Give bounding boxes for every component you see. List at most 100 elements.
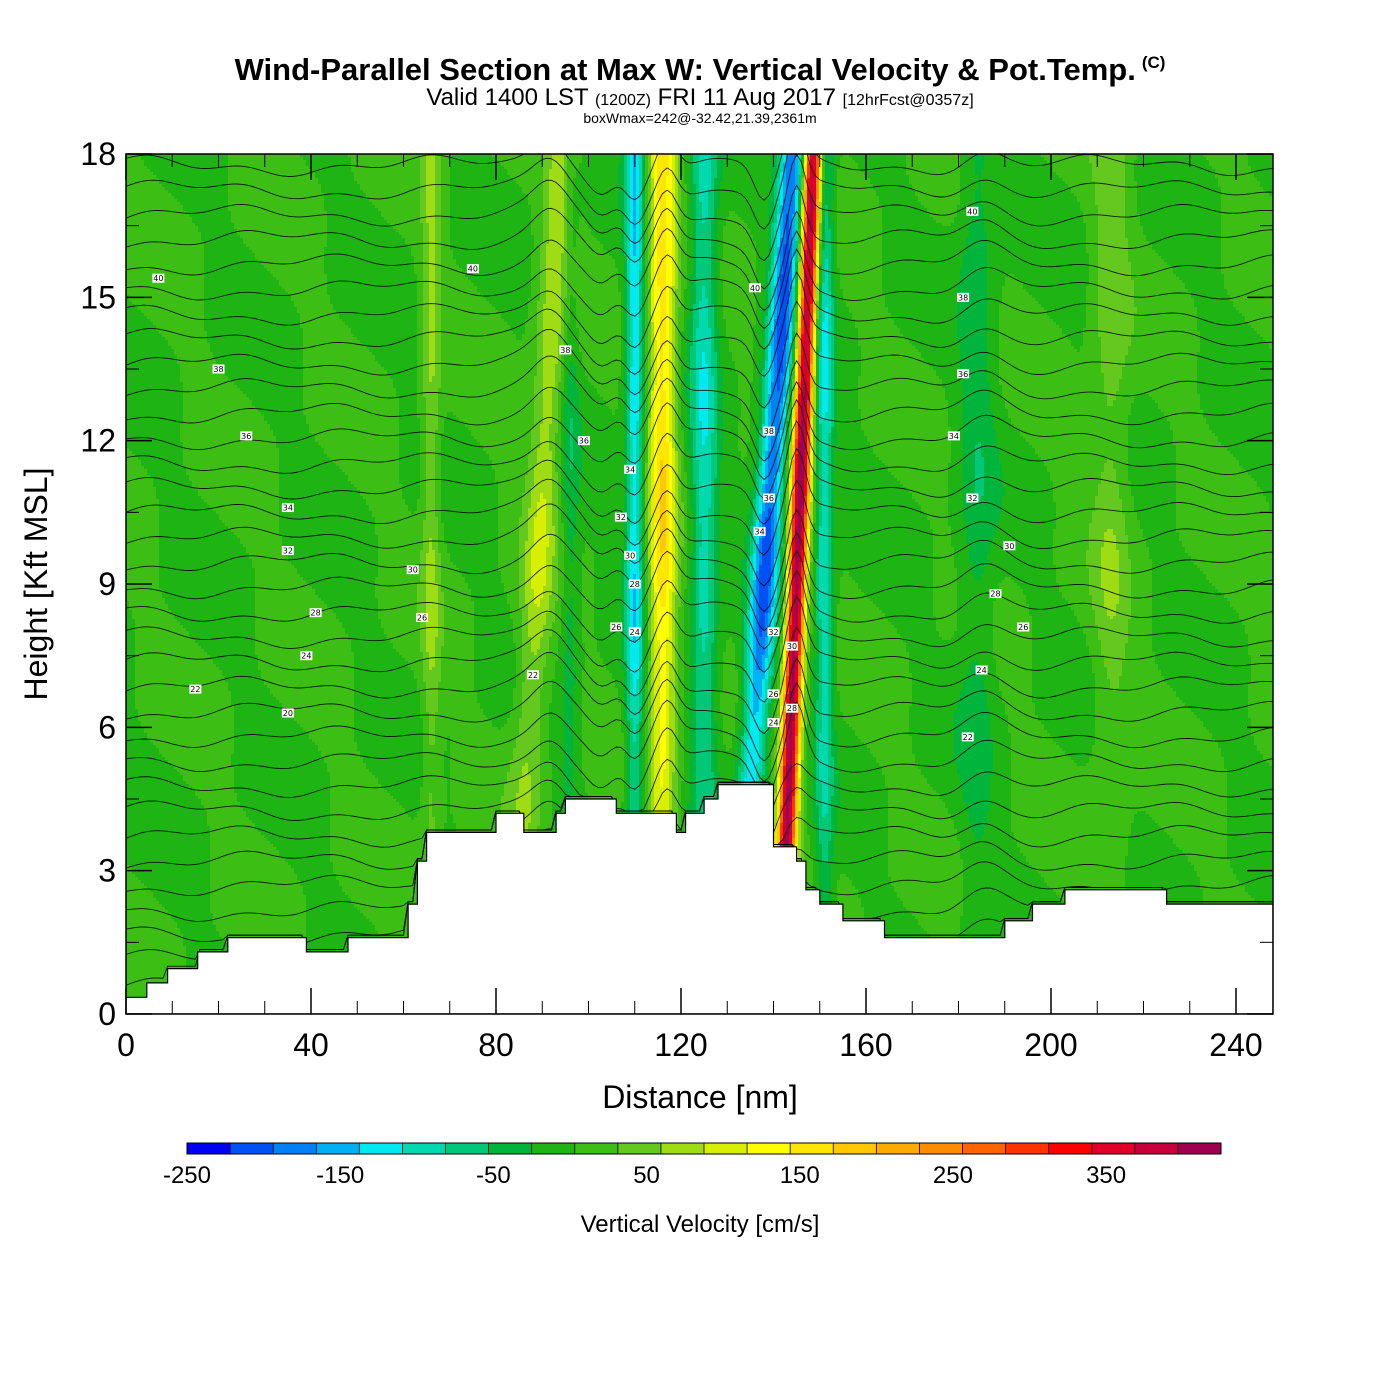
- w-cell: [981, 676, 985, 836]
- w-cell: [756, 712, 760, 764]
- w-cell: [1128, 415, 1132, 482]
- w-cell: [783, 442, 787, 467]
- w-cell: [537, 502, 541, 608]
- w-cell: [534, 604, 538, 656]
- w-cell: [507, 604, 511, 719]
- w-cell: [1074, 763, 1078, 926]
- w-cell: [573, 670, 577, 686]
- w-cell: [789, 289, 793, 323]
- w-cell: [918, 769, 922, 926]
- w-cell: [972, 832, 976, 1014]
- w-cell: [333, 463, 337, 614]
- w-cell: [819, 733, 823, 782]
- w-cell: [765, 733, 769, 788]
- w-cell: [1059, 328, 1063, 593]
- w-cell: [987, 709, 991, 812]
- w-cell: [819, 178, 823, 203]
- w-cell: [813, 523, 817, 659]
- w-cell: [495, 154, 499, 161]
- w-cell: [789, 379, 793, 398]
- w-cell: [756, 670, 760, 713]
- w-cell: [1239, 154, 1243, 314]
- w-cell: [834, 154, 838, 296]
- w-cell: [762, 424, 766, 458]
- w-cell: [792, 406, 796, 419]
- w-cell: [1059, 592, 1063, 749]
- w-cell: [291, 718, 295, 869]
- w-cell: [597, 154, 601, 242]
- w-cell: [813, 232, 817, 251]
- w-cell: [1086, 154, 1090, 254]
- w-cell: [126, 295, 130, 449]
- w-cell: [381, 217, 385, 368]
- w-cell: [1269, 349, 1273, 512]
- w-cell: [795, 364, 799, 377]
- w-cell: [549, 451, 553, 596]
- w-cell: [975, 175, 979, 191]
- w-cell: [975, 661, 979, 839]
- w-cell: [924, 208, 928, 362]
- w-cell: [309, 433, 313, 587]
- w-cell: [162, 598, 166, 758]
- w-cell: [1221, 757, 1225, 1014]
- w-cell: [819, 286, 823, 311]
- w-cell: [789, 664, 793, 692]
- w-cell: [804, 601, 808, 623]
- w-cell: [801, 547, 805, 563]
- w-cell: [480, 295, 484, 446]
- w-cell: [702, 652, 706, 896]
- w-cell: [1218, 748, 1222, 1013]
- w-cell: [450, 154, 454, 251]
- w-cell: [921, 511, 925, 776]
- w-cell: [621, 154, 625, 257]
- w-cell: [876, 196, 880, 458]
- w-cell: [375, 208, 379, 362]
- w-cell: [324, 763, 328, 1014]
- w-cell: [525, 604, 529, 764]
- w-cell: [792, 154, 796, 215]
- w-cell: [774, 745, 778, 794]
- theta-label-box: [281, 503, 294, 513]
- w-cell: [792, 418, 796, 431]
- w-cell: [747, 154, 751, 230]
- w-cell: [1002, 496, 1006, 581]
- w-cell: [234, 229, 238, 386]
- w-cell: [828, 841, 832, 902]
- w-cell: [609, 409, 613, 674]
- w-cell: [789, 322, 793, 344]
- w-cell: [471, 601, 475, 854]
- w-cell: [801, 655, 805, 680]
- w-cell: [684, 397, 688, 473]
- w-cell: [831, 154, 835, 200]
- w-cell: [693, 304, 697, 485]
- w-cell: [429, 382, 433, 539]
- isentrope-line: [126, 154, 1273, 201]
- w-cell: [699, 154, 703, 203]
- w-cell: [801, 247, 805, 266]
- w-cell: [462, 274, 466, 425]
- w-cell: [393, 229, 397, 389]
- w-cell: [735, 670, 739, 704]
- w-cell: [141, 883, 145, 1014]
- w-cell: [792, 775, 796, 797]
- w-cell: [279, 286, 283, 536]
- w-cell: [930, 787, 934, 938]
- w-cell: [171, 196, 175, 350]
- w-cell: [1215, 436, 1219, 590]
- w-cell: [813, 313, 817, 329]
- w-cell: [657, 640, 661, 980]
- w-cell: [1164, 418, 1168, 683]
- w-cell: [1071, 154, 1075, 194]
- y-axis-label: Height [Kft MSL]: [18, 468, 54, 701]
- w-cell: [681, 154, 685, 332]
- w-cell: [1260, 754, 1264, 908]
- w-cell: [1068, 607, 1072, 758]
- w-cell: [666, 637, 670, 839]
- w-cell: [210, 352, 214, 509]
- w-cell: [852, 160, 856, 320]
- w-cell: [414, 274, 418, 512]
- w-cell: [1053, 742, 1057, 893]
- w-cell: [531, 427, 535, 488]
- w-cell: [735, 154, 739, 215]
